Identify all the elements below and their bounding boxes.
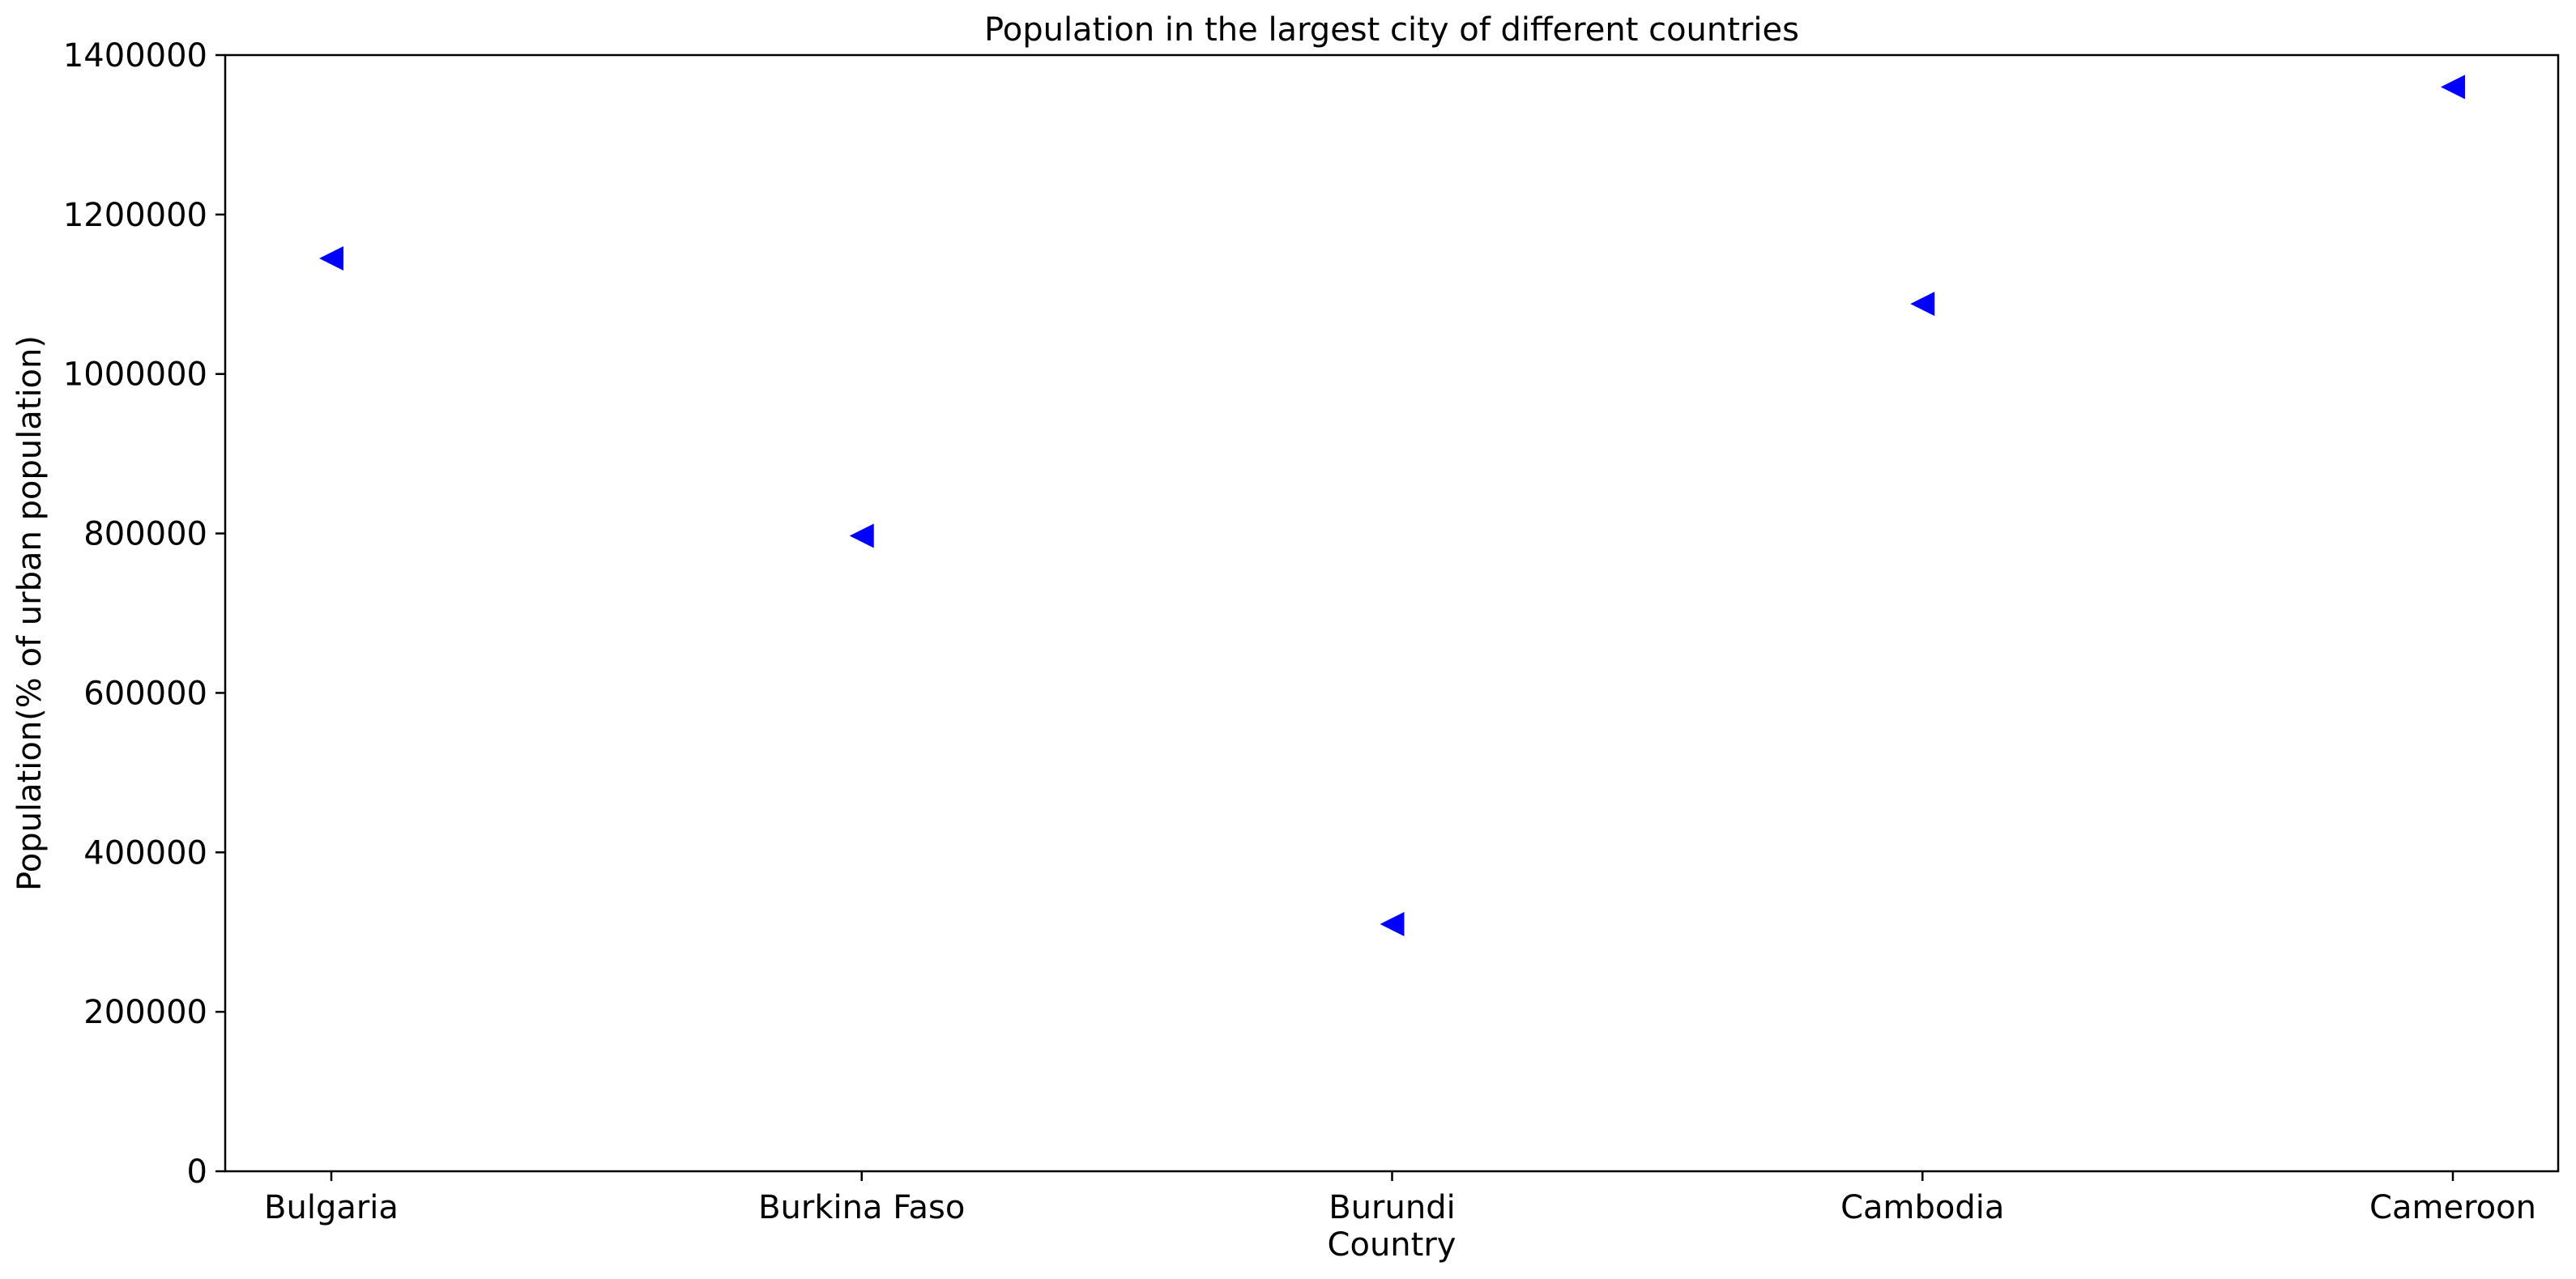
x-tick-label: Cameroon: [2369, 1189, 2536, 1226]
data-markers: [319, 75, 2465, 936]
y-tick-label: 1200000: [63, 197, 207, 234]
x-tick-label: Bulgaria: [264, 1189, 399, 1226]
x-axis: Bulgaria Burkina Faso Burundi Cambodia Camer…: [264, 1171, 2536, 1226]
chart-title: Population in the largest city of differ…: [984, 11, 1799, 49]
y-axis-label: Population(% of urban population): [11, 335, 49, 891]
y-axis: 0 200000 400000 600000 800000 1000000 1200000 1…: [63, 37, 225, 1191]
x-tick-label: Burundi: [1329, 1189, 1455, 1226]
y-tick-label: 400000: [83, 834, 207, 872]
x-tick-label: Burkina Faso: [758, 1189, 965, 1226]
y-tick-label: 1000000: [63, 356, 207, 394]
data-point-marker: [1380, 911, 1405, 936]
plot-area-frame: [224, 53, 2560, 1173]
data-point-marker: [2441, 75, 2465, 100]
y-tick-label: 0: [187, 1153, 207, 1191]
y-tick-label: 800000: [83, 516, 207, 553]
data-point-marker: [849, 523, 874, 548]
x-tick-label: Cambodia: [1840, 1189, 2004, 1226]
y-tick-label: 200000: [83, 994, 207, 1031]
x-axis-label: Country: [1328, 1226, 1456, 1264]
data-point-marker: [319, 245, 343, 271]
y-tick-label: 1400000: [63, 37, 207, 75]
y-tick-label: 600000: [83, 675, 207, 712]
data-point-marker: [1910, 292, 1935, 317]
